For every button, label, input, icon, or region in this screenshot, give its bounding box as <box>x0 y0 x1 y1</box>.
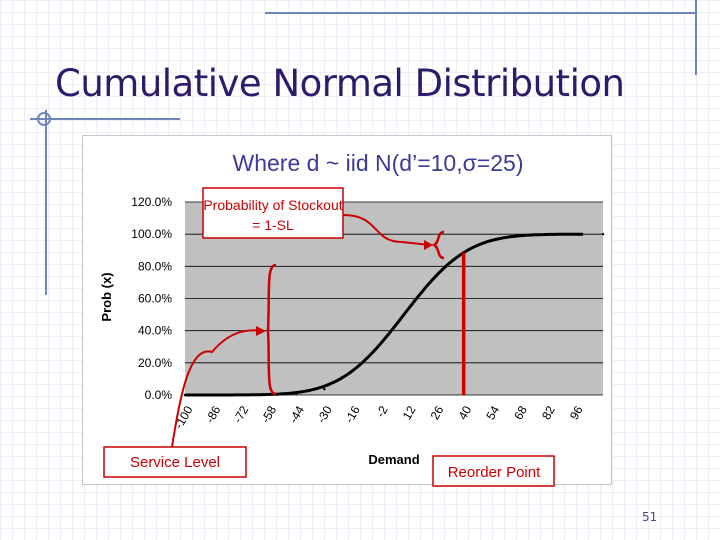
reorder-point-box <box>432 455 555 487</box>
chart-title: Where d ~ iid N(d’=10,σ=25) <box>233 150 524 176</box>
x-tick-label: -58 <box>258 403 279 425</box>
series-line <box>185 232 584 397</box>
x-tick-label: 82 <box>539 403 558 422</box>
x-tick-label: -44 <box>286 403 307 425</box>
series-point <box>518 234 521 237</box>
y-tick-label: 40.0% <box>138 324 172 338</box>
x-tick-label: -72 <box>231 403 252 425</box>
y-tick-label: 120.0% <box>131 195 172 209</box>
x-tick-label: 12 <box>400 403 419 422</box>
stockout-brace <box>431 230 445 260</box>
top-decoration-line <box>265 0 695 14</box>
service-level-arrow <box>171 329 265 448</box>
series-point <box>239 393 242 397</box>
x-tick-label: -16 <box>342 403 363 425</box>
service-level-arrowhead <box>256 326 266 336</box>
series-point <box>267 393 270 397</box>
series-point <box>378 342 382 346</box>
slide-title: Cumulative Normal Distribution <box>55 62 625 105</box>
y-axis-label: Prob (x) <box>99 272 114 321</box>
series-point <box>295 392 298 395</box>
series-point <box>351 369 354 373</box>
series-point <box>601 232 605 236</box>
x-tick-label: -2 <box>373 403 391 420</box>
title-underline <box>30 118 180 120</box>
service-level-brace <box>266 263 277 396</box>
plot-group: 0.0%20.0%40.0%60.0%80.0%100.0%120.0%-100… <box>131 195 605 431</box>
stockout-callout-line2: = 1-SL <box>252 217 294 233</box>
series-point <box>434 275 437 278</box>
x-tick-label: 40 <box>455 403 474 422</box>
title-vertical-rule <box>45 110 47 295</box>
stockout-arrow <box>342 214 431 246</box>
x-axis-label: Demand <box>368 452 419 467</box>
y-tick-label: 80.0% <box>138 259 172 273</box>
stockout-arrowhead <box>424 240 433 250</box>
service-level-box <box>103 446 247 478</box>
x-tick-label: -86 <box>203 403 224 425</box>
title-circle-icon <box>37 112 51 126</box>
x-tick-label: 68 <box>511 403 530 422</box>
x-tick-label: -30 <box>314 403 335 425</box>
y-tick-label: 60.0% <box>138 292 172 306</box>
series-point <box>183 393 187 397</box>
service-level-label: Service Level <box>130 454 220 471</box>
y-tick-label: 20.0% <box>138 356 172 370</box>
x-tick-label: 26 <box>428 403 447 422</box>
y-tick-label: 0.0% <box>145 388 173 402</box>
series-point <box>546 233 549 236</box>
stockout-callout-box <box>202 187 344 239</box>
series-point <box>323 388 326 391</box>
stockout-callout-line1: Probability of Stockout <box>203 197 342 213</box>
y-tick-label: 100.0% <box>131 227 172 241</box>
right-decoration-line <box>695 0 697 75</box>
series-point <box>211 393 215 397</box>
page-number: 51 <box>642 510 658 524</box>
reorder-point-label: Reorder Point <box>448 464 541 481</box>
series-point <box>490 239 493 242</box>
series-point <box>573 232 577 236</box>
series-point <box>406 308 410 311</box>
x-tick-label: 54 <box>483 403 502 422</box>
x-tick-label: 96 <box>567 403 586 422</box>
